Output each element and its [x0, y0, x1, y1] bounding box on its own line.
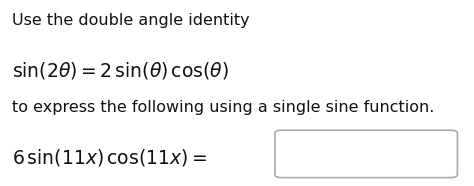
Text: to express the following using a single sine function.: to express the following using a single … [12, 100, 434, 116]
Text: $\sin(2\theta) = 2\,\sin(\theta)\,\cos(\theta)$: $\sin(2\theta) = 2\,\sin(\theta)\,\cos(\… [12, 60, 229, 81]
Text: Use the double angle identity: Use the double angle identity [12, 13, 249, 28]
Text: $6\,\sin(11x)\,\cos(11x) =$: $6\,\sin(11x)\,\cos(11x) =$ [12, 147, 207, 168]
FancyBboxPatch shape [275, 130, 457, 178]
